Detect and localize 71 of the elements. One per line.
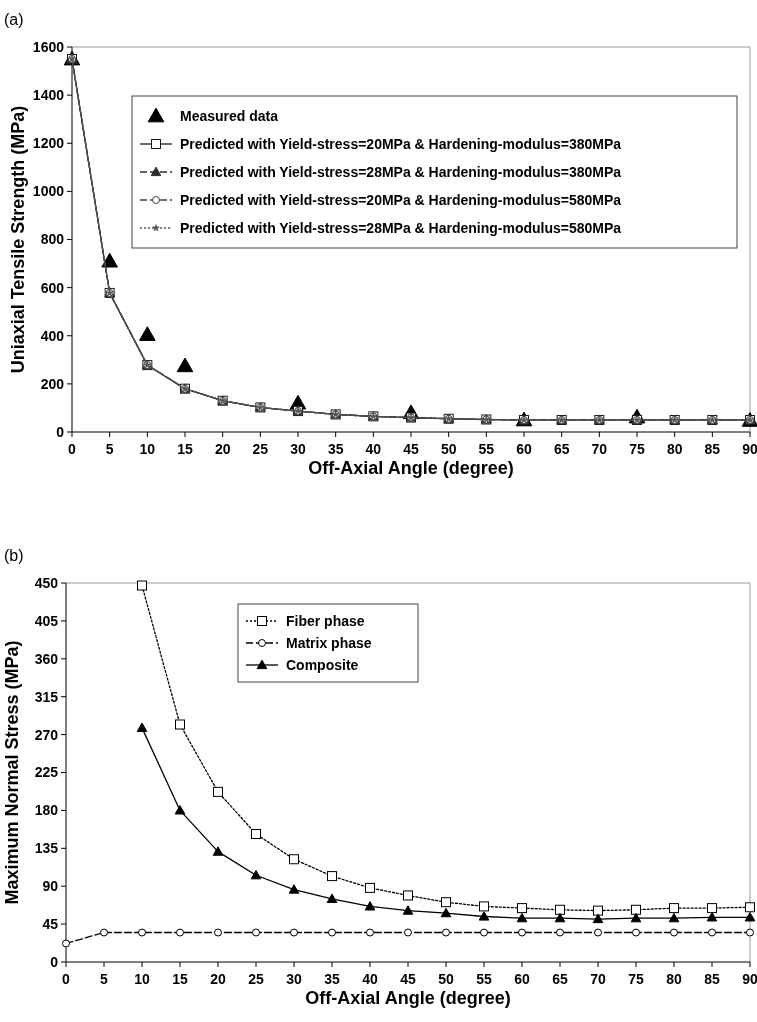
y-tick-label: 405: [34, 612, 59, 629]
x-tick-label: 5: [100, 971, 109, 987]
x-tick-label: 65: [553, 441, 570, 457]
x-tick-label: 70: [590, 971, 606, 987]
x-tick-label: 20: [214, 441, 231, 457]
x-tick-label: 70: [591, 441, 608, 457]
y-tick-label: 0: [50, 953, 59, 970]
x-tick-label: 5: [105, 441, 114, 457]
y-tick-label: 1200: [32, 135, 65, 152]
x-tick-label: 55: [476, 971, 492, 987]
x-tick-label: 10: [139, 441, 156, 457]
chart-title: (a): [4, 11, 24, 28]
y-tick-label: 400: [40, 327, 65, 344]
y-tick-label: 1600: [32, 38, 65, 55]
x-tick-label: 80: [666, 971, 682, 987]
y-axis-title: Maximum Normal Stress (MPa): [2, 640, 22, 905]
x-tick-label: 25: [252, 441, 269, 457]
x-tick-label: 90: [742, 441, 757, 457]
y-tick-label: 200: [40, 375, 65, 392]
x-tick-label: 85: [704, 441, 721, 457]
chart-title: (b): [4, 547, 24, 564]
x-tick-label: 50: [438, 971, 454, 987]
legend-label: Composite: [286, 656, 359, 673]
x-tick-label: 15: [177, 441, 193, 457]
x-tick-label: 30: [286, 971, 302, 987]
x-axis-title: Off-Axial Angle (degree): [305, 988, 511, 1008]
y-tick-label: 1000: [32, 183, 65, 200]
x-tick-label: 40: [365, 441, 382, 457]
x-tick-label: 60: [516, 441, 532, 457]
legend-label: Predicted with Yield-stress=28MPa & Hardening-modulus=380MPa: [180, 163, 622, 180]
x-tick-label: 40: [362, 971, 378, 987]
x-tick-label: 45: [400, 971, 416, 987]
x-axis-title: Off-Axial Angle (degree): [308, 458, 514, 478]
x-tick-label: 55: [478, 441, 495, 457]
y-tick-label: 800: [40, 231, 65, 248]
y-tick-label: 90: [42, 878, 59, 895]
legend-label: Predicted with Yield-stress=28MPa & Hardening-modulus=580MPa: [180, 219, 622, 236]
x-tick-label: 75: [629, 441, 645, 457]
x-tick-label: 30: [290, 441, 306, 457]
y-tick-label: 135: [34, 840, 59, 857]
y-tick-label: 1400: [32, 87, 65, 104]
y-tick-label: 315: [34, 688, 59, 705]
x-tick-label: 35: [324, 971, 340, 987]
y-tick-label: 225: [34, 764, 59, 781]
y-tick-label: 270: [34, 726, 59, 743]
x-tick-label: 10: [134, 971, 150, 987]
x-tick-label: 60: [514, 971, 530, 987]
y-tick-label: 180: [34, 802, 59, 819]
x-tick-label: 80: [666, 441, 683, 457]
x-tick-label: 65: [552, 971, 568, 987]
x-tick-label: 90: [742, 971, 757, 987]
x-tick-label: 0: [68, 441, 77, 457]
x-tick-label: 20: [210, 971, 226, 987]
y-tick-label: 450: [34, 574, 59, 591]
legend-label: Measured data: [180, 107, 279, 124]
x-tick-label: 35: [327, 441, 344, 457]
legend-label: Matrix phase: [286, 634, 372, 651]
y-axis-title: Uniaxial Tensile Strength (MPa): [8, 105, 28, 374]
x-tick-label: 25: [248, 971, 264, 987]
x-tick-label: 85: [704, 971, 720, 987]
legend-label: Predicted with Yield-stress=20MPa & Hardening-modulus=380MPa: [180, 135, 622, 152]
legend-label: Fiber phase: [286, 612, 365, 629]
x-tick-label: 50: [440, 441, 457, 457]
y-tick-label: 45: [42, 916, 59, 932]
y-tick-label: 0: [56, 423, 65, 440]
y-tick-label: 360: [34, 650, 59, 667]
y-tick-label: 600: [40, 279, 65, 296]
x-tick-label: 75: [628, 971, 644, 987]
x-tick-label: 45: [403, 441, 419, 457]
legend-label: Predicted with Yield-stress=20MPa & Hardening-modulus=580MPa: [180, 191, 622, 208]
x-tick-label: 15: [172, 971, 188, 987]
